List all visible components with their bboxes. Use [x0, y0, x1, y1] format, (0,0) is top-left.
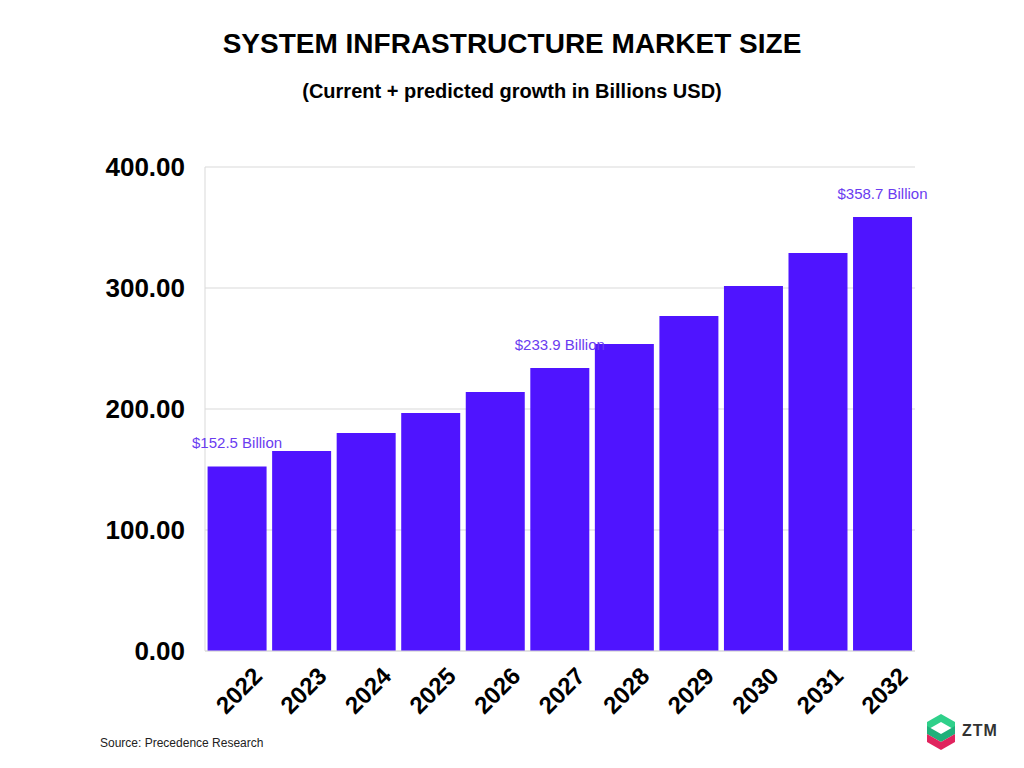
svg-text:$233.9 Billion: $233.9 Billion [515, 336, 605, 353]
svg-text:$152.5 Billion: $152.5 Billion [192, 434, 282, 451]
svg-text:400.00: 400.00 [105, 152, 185, 182]
svg-text:2026: 2026 [469, 662, 526, 719]
html-text:Source: Precedence Research: Source: Precedence Research [100, 736, 264, 750]
svg-text:300.00: 300.00 [105, 273, 185, 303]
svg-text:2028: 2028 [598, 662, 655, 719]
svg-text:2027: 2027 [533, 662, 590, 719]
svg-text:2025: 2025 [404, 662, 461, 719]
svg-text:2024: 2024 [339, 661, 396, 718]
svg-text:0.00: 0.00 [134, 636, 185, 666]
html-text:SYSTEM INFRASTRUCTURE MARKET S: SYSTEM INFRASTRUCTURE MARKET SIZE [222, 28, 802, 59]
svg-text:2029: 2029 [662, 662, 719, 719]
svg-text:200.00: 200.00 [105, 394, 185, 424]
svg-text:2031: 2031 [791, 662, 848, 719]
svg-text:2023: 2023 [275, 662, 332, 719]
svg-text:2022: 2022 [210, 662, 267, 719]
svg-text:2030: 2030 [727, 662, 784, 719]
svg-text:100.00: 100.00 [105, 515, 185, 545]
html-text:ZTM: ZTM [962, 722, 998, 739]
svg-text:2032: 2032 [856, 662, 913, 719]
html-text:(Current + predicted growth in: (Current + predicted growth in Billions … [302, 80, 722, 102]
svg-text:$358.7 Billion: $358.7 Billion [837, 185, 927, 202]
